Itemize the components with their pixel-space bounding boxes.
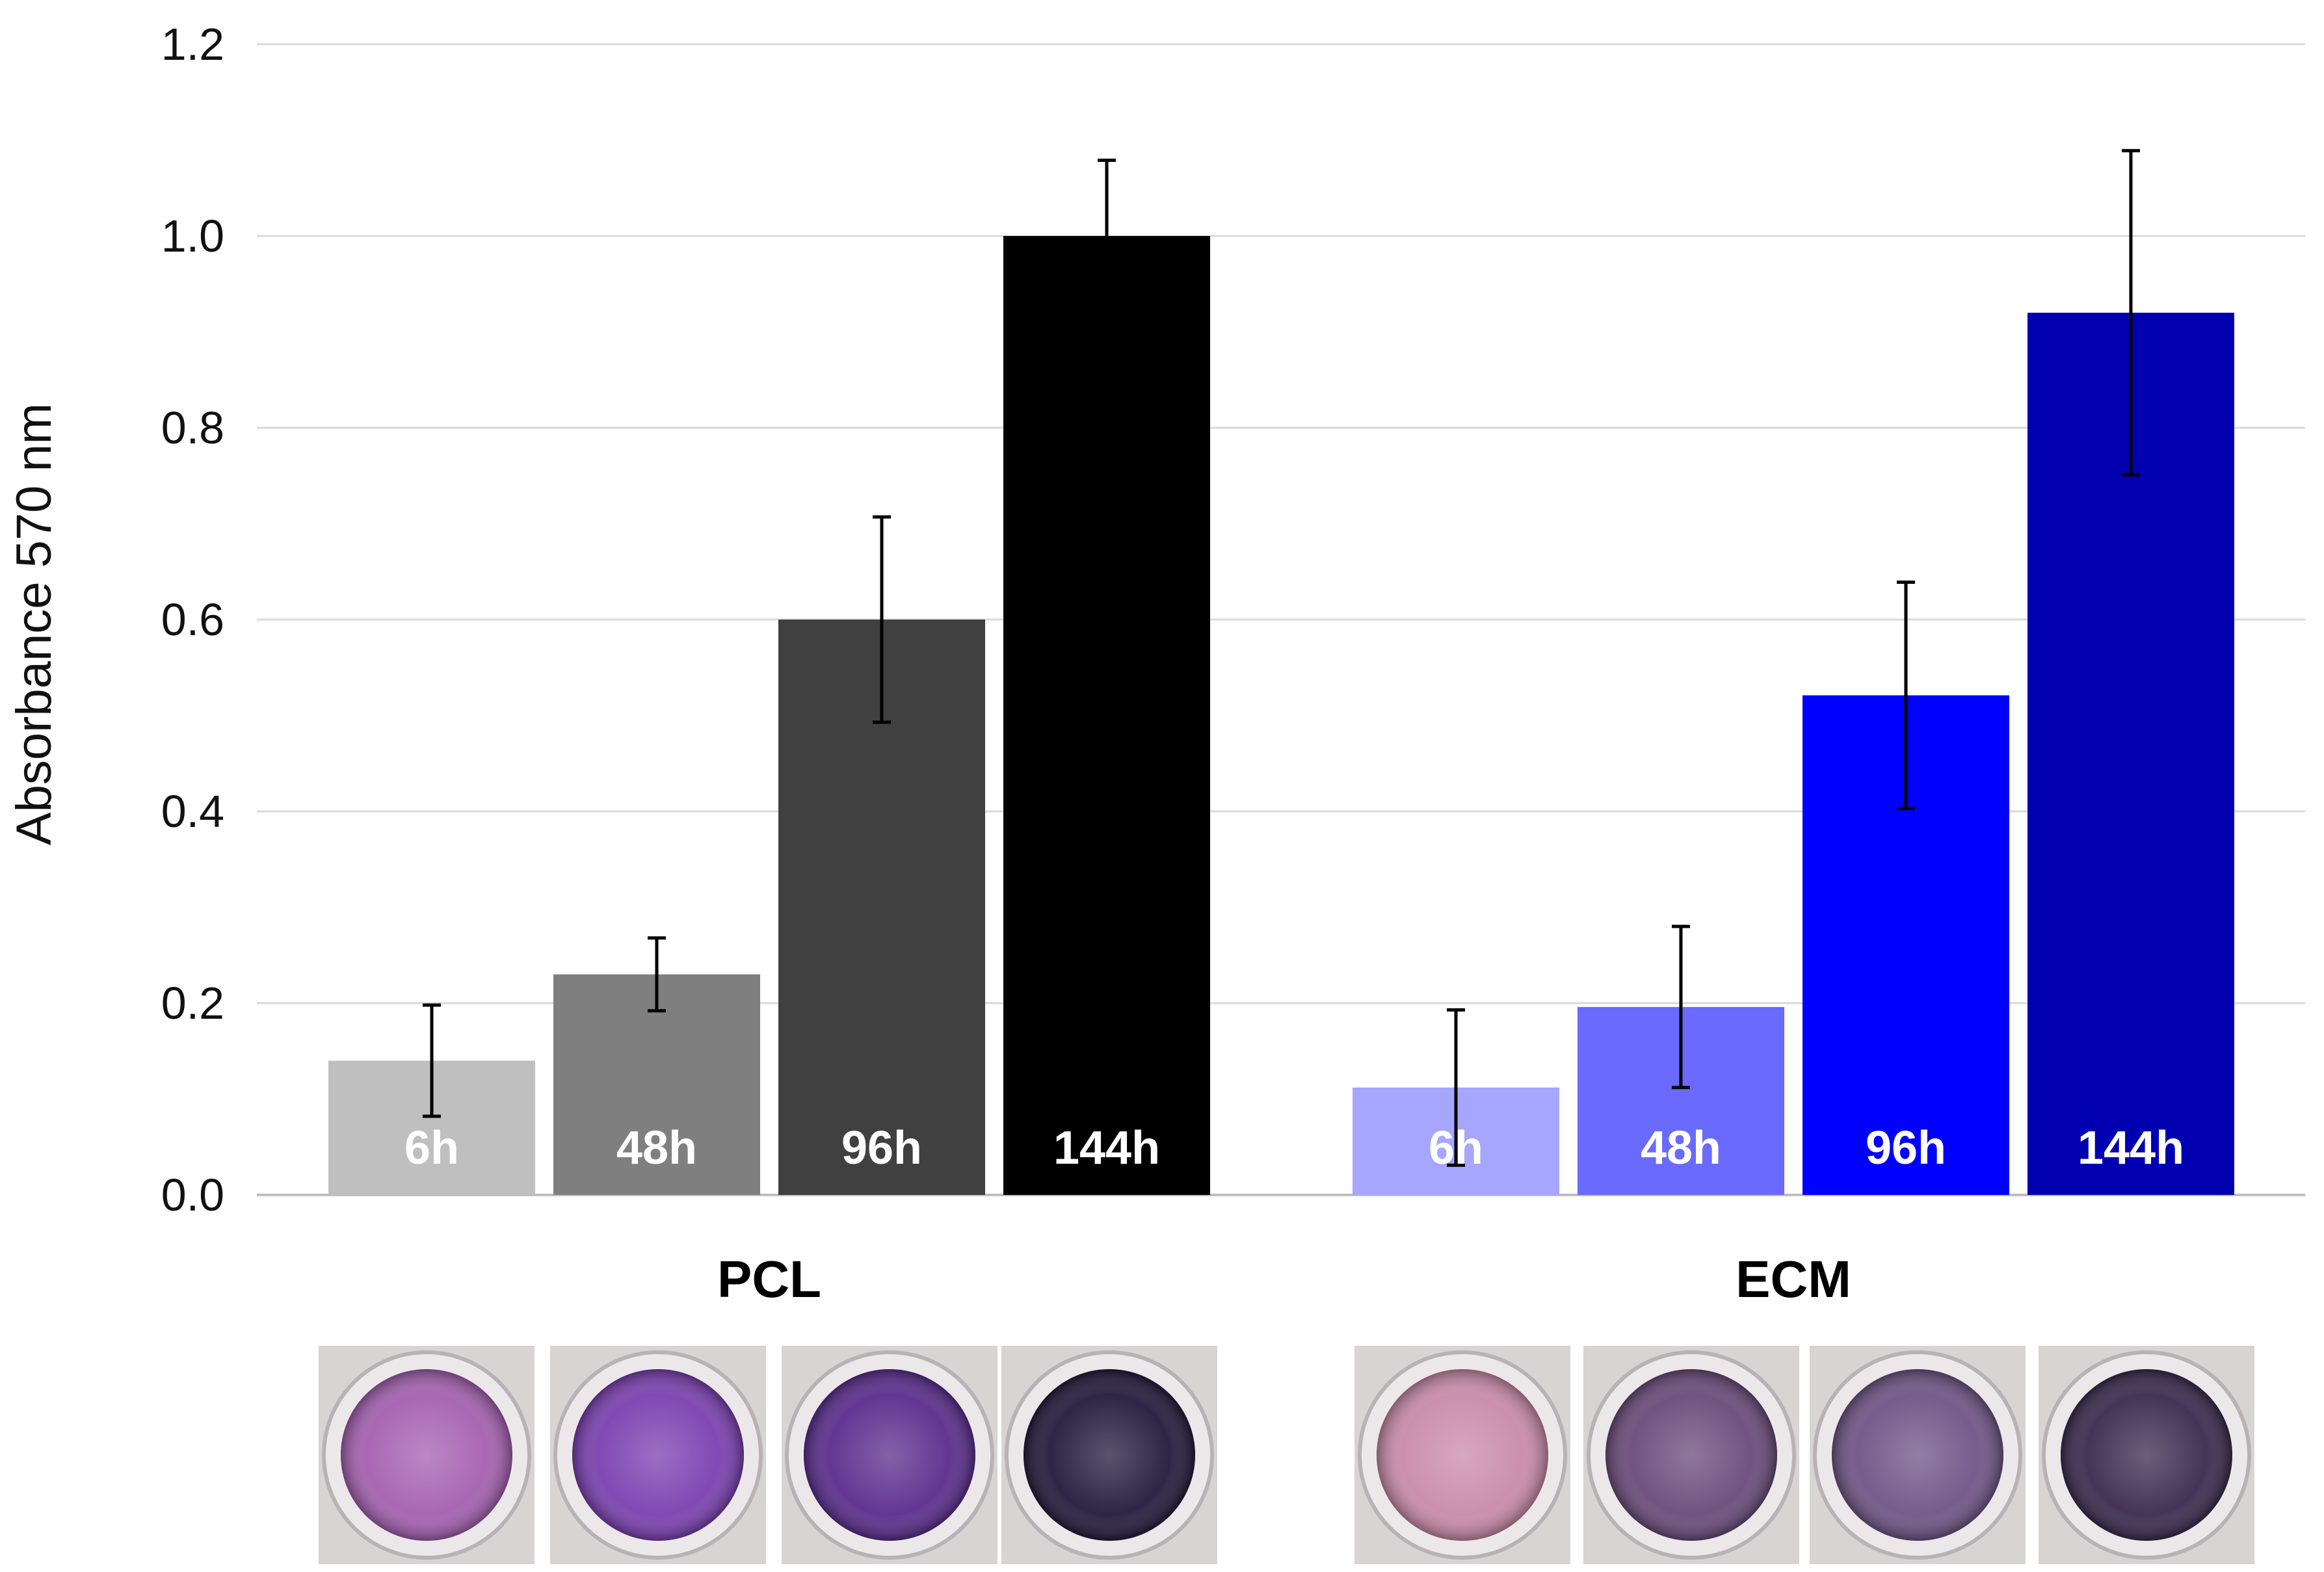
well-shading bbox=[1023, 1369, 1195, 1541]
well-shading bbox=[341, 1369, 512, 1541]
well-images bbox=[319, 1346, 2254, 1564]
y-tick-label: 1.0 bbox=[161, 211, 224, 261]
y-tick-label: 0.0 bbox=[161, 1170, 224, 1220]
y-tick-label: 0.6 bbox=[161, 594, 224, 645]
well-shading bbox=[1605, 1369, 1777, 1541]
y-axis-ticks: 0.0 0.2 0.4 0.6 0.8 1.0 1.2 bbox=[161, 19, 224, 1220]
bar-label: 6h bbox=[1429, 1122, 1483, 1174]
well-image-ecm-144h bbox=[2039, 1346, 2254, 1564]
y-tick-label: 0.2 bbox=[161, 978, 224, 1028]
bars: 6h 48h 96h 144h 6h 48h 96h 144h bbox=[328, 149, 2234, 1195]
bar-pcl-144h bbox=[1003, 236, 1210, 1195]
y-tick-label: 0.8 bbox=[161, 402, 224, 453]
well-image-ecm-6h bbox=[1354, 1346, 1570, 1564]
well-shading bbox=[1832, 1369, 2003, 1541]
bar-label: 144h bbox=[2078, 1122, 2184, 1174]
y-tick-label: 1.2 bbox=[161, 19, 224, 70]
well-shading bbox=[572, 1369, 744, 1541]
well-image-pcl-96h bbox=[782, 1346, 997, 1564]
bar-label: 48h bbox=[616, 1122, 697, 1174]
y-axis-title: Absorbance 570 nm bbox=[7, 403, 62, 845]
group-labels: PCL ECM bbox=[717, 1250, 1851, 1308]
bar-label: 6h bbox=[404, 1122, 459, 1174]
bar-label: 96h bbox=[841, 1122, 922, 1174]
group-label: ECM bbox=[1736, 1250, 1851, 1308]
well-shading bbox=[2061, 1369, 2232, 1541]
well-shading bbox=[804, 1369, 975, 1541]
bar-label: 48h bbox=[1641, 1122, 1721, 1174]
well-image-pcl-48h bbox=[550, 1346, 766, 1564]
well-image-pcl-144h bbox=[1001, 1346, 1217, 1564]
well-shading bbox=[1377, 1369, 1548, 1541]
well-image-pcl-6h bbox=[319, 1346, 535, 1564]
well-image-ecm-96h bbox=[1810, 1346, 2026, 1564]
group-label: PCL bbox=[717, 1250, 821, 1308]
bar-label: 96h bbox=[1866, 1122, 1946, 1174]
y-tick-label: 0.4 bbox=[161, 786, 224, 837]
well-image-ecm-48h bbox=[1583, 1346, 1799, 1564]
bar-label: 144h bbox=[1053, 1122, 1160, 1174]
